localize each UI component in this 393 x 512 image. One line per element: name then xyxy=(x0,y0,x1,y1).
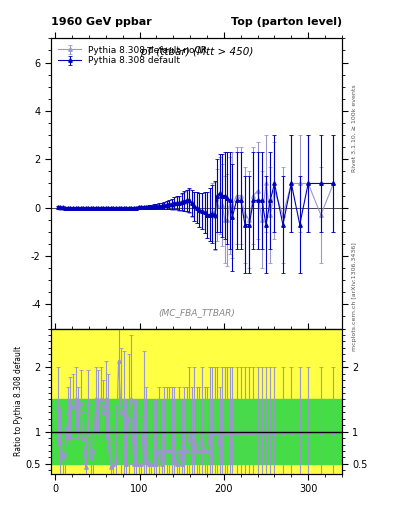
Legend: Pythia 8.308 default-noCR, Pythia 8.308 default: Pythia 8.308 default-noCR, Pythia 8.308 … xyxy=(55,43,210,68)
Bar xyxy=(51,329,342,474)
Text: pT (ttbar) (Mtt > 450): pT (ttbar) (Mtt > 450) xyxy=(140,47,253,57)
Bar xyxy=(51,399,342,464)
Text: Rivet 3.1.10, ≥ 100k events: Rivet 3.1.10, ≥ 100k events xyxy=(352,84,357,172)
Text: (MC_FBA_TTBAR): (MC_FBA_TTBAR) xyxy=(158,308,235,317)
Y-axis label: Ratio to Pythia 8.308 default: Ratio to Pythia 8.308 default xyxy=(13,346,22,456)
Text: 1960 GeV ppbar: 1960 GeV ppbar xyxy=(51,16,152,27)
Text: Top (parton level): Top (parton level) xyxy=(231,16,342,27)
Text: mcplots.cern.ch [arXiv:1306.3436]: mcplots.cern.ch [arXiv:1306.3436] xyxy=(352,243,357,351)
